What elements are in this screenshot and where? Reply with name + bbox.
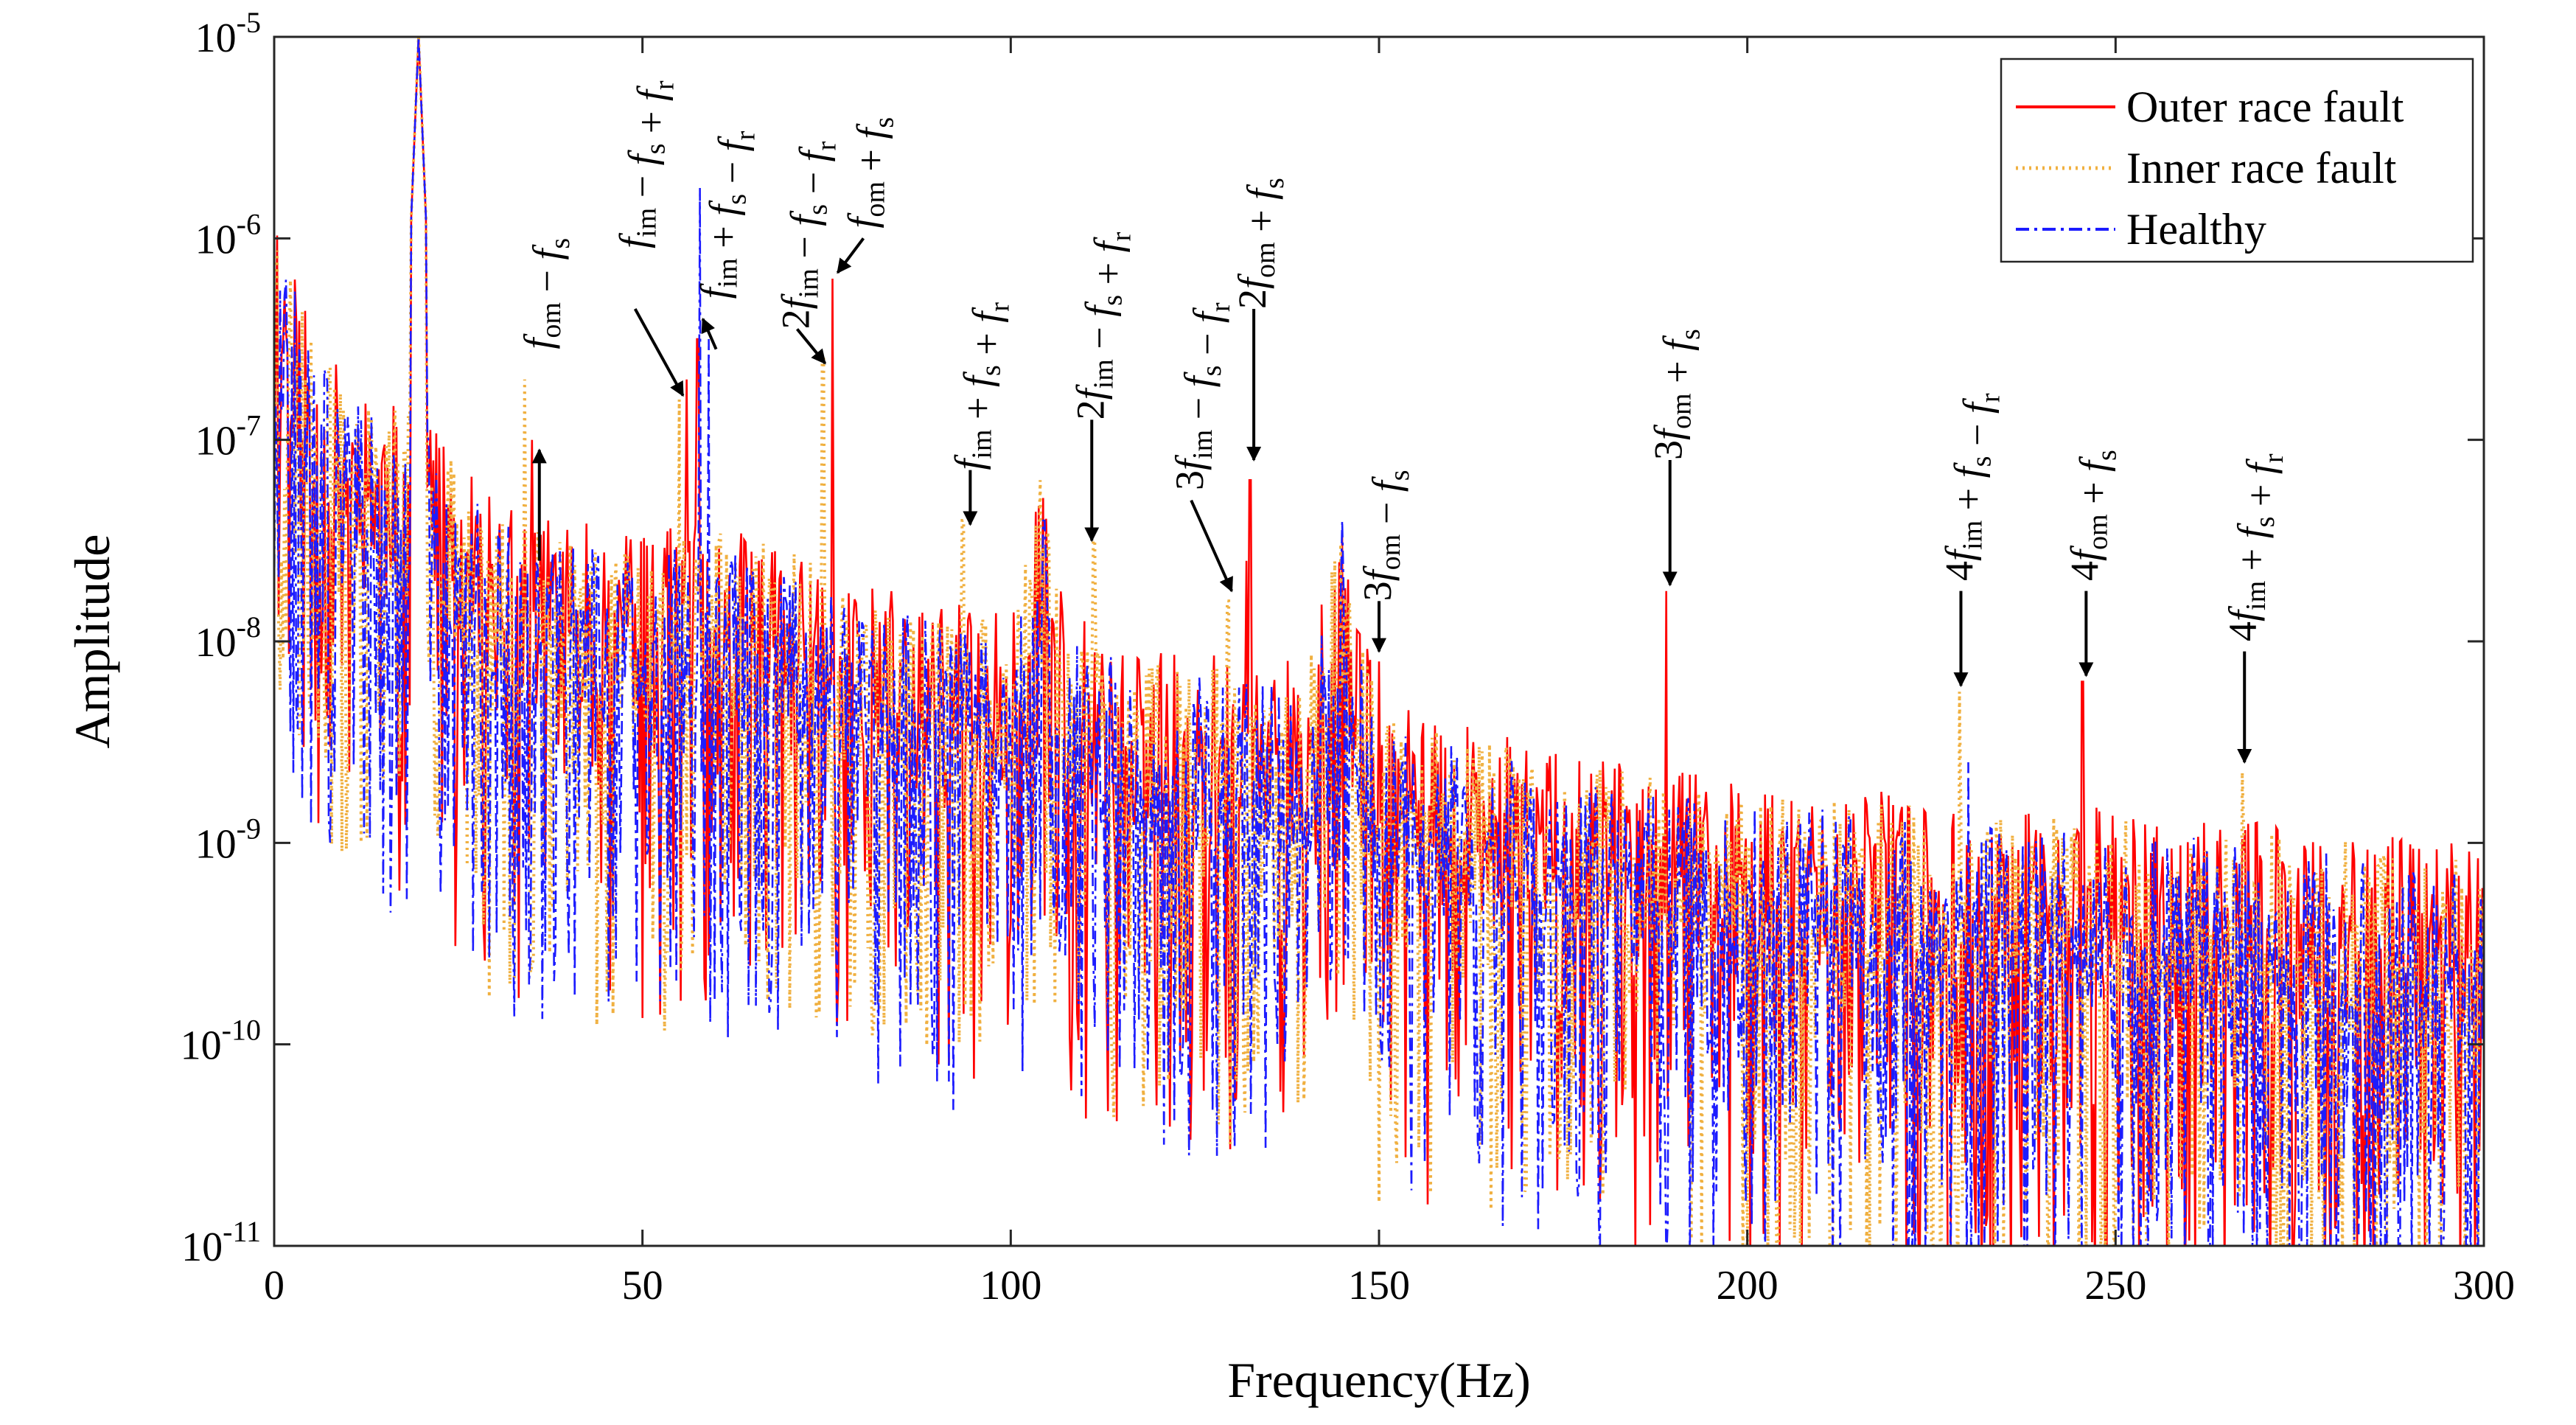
peak-annotation: 4fim + fs − fr xyxy=(1937,393,2006,688)
annotation-arrow xyxy=(1190,499,1233,593)
y-axis-title: Amplitude xyxy=(64,534,120,749)
tick-layer: 0 50 100 150 200 250 300 10-5 10-6 10-7 10-8 10-9 10… xyxy=(181,6,2515,1309)
peak-annotation: fim − fs + fr xyxy=(612,80,685,397)
annotation-label: 4fim + fs + fr xyxy=(2221,453,2289,641)
series-line-healthy xyxy=(274,37,2484,1246)
series-line-outer-race-fault xyxy=(274,37,2484,1246)
x-tick-label: 50 xyxy=(622,1263,663,1309)
annotation-label: 2fim − fs + fr xyxy=(1068,231,1137,419)
y-tick-label: 10-11 xyxy=(181,1215,261,1270)
legend-label-healthy: Healthy xyxy=(2126,205,2266,254)
annotation-arrow xyxy=(836,237,865,274)
y-tick-label: 10-9 xyxy=(195,812,261,867)
peak-annotation: 3fim − fs − fr xyxy=(1167,302,1236,593)
peak-annotation: 2fim − fs − fr xyxy=(774,141,842,365)
peak-annotation: 4fim + fs + fr xyxy=(2221,453,2289,764)
y-tick-label: 10-10 xyxy=(181,1014,261,1069)
peak-annotation: 3fom + fs xyxy=(1647,329,1706,587)
peak-annotation: 2fom + fs xyxy=(1230,178,1290,461)
legend: Outer race fault Inner race fault Health… xyxy=(2000,58,2474,263)
annotation-label: 3fom + fs xyxy=(1647,329,1706,460)
annotation-label: fim + fs + fr xyxy=(946,302,1015,470)
peak-annotation: fim + fs − fr xyxy=(693,130,761,350)
annotation-label: fim + fs − fr xyxy=(693,130,761,299)
y-tick-label: 10-8 xyxy=(195,610,261,666)
y-tick-label: 10-5 xyxy=(195,6,261,61)
annotation-label: 4fim + fs − fr xyxy=(1937,393,2006,581)
annotation-label: 2fim − fs − fr xyxy=(774,141,842,329)
y-tick-label: 10-6 xyxy=(195,207,261,262)
annotation-label: 2fom + fs xyxy=(1230,178,1290,309)
series-layer xyxy=(274,37,2484,1246)
legend-label-inner-race: Inner race fault xyxy=(2126,144,2397,192)
x-tick-label: 300 xyxy=(2453,1263,2515,1309)
x-tick-label: 250 xyxy=(2084,1263,2146,1309)
annotation-arrow xyxy=(633,308,685,397)
x-tick-label: 100 xyxy=(980,1263,1041,1309)
x-tick-label: 150 xyxy=(1348,1263,1410,1309)
y-tick-label: 10-7 xyxy=(195,409,261,464)
peak-annotation: fom − fs xyxy=(516,238,576,561)
legend-label-outer-race: Outer race fault xyxy=(2126,83,2404,131)
annotation-arrow xyxy=(795,328,827,365)
x-axis-title: Frequency(Hz) xyxy=(1227,1352,1531,1408)
peak-annotation: 2fim − fs + fr xyxy=(1068,231,1137,543)
annotation-label: fim − fs + fr xyxy=(612,80,680,248)
peak-annotation: fim + fs + fr xyxy=(946,302,1015,526)
x-tick-label: 0 xyxy=(264,1263,285,1309)
annotation-arrow xyxy=(701,317,718,350)
x-tick-label: 200 xyxy=(1717,1263,1779,1309)
annotation-label: 3fim − fs − fr xyxy=(1167,302,1236,490)
